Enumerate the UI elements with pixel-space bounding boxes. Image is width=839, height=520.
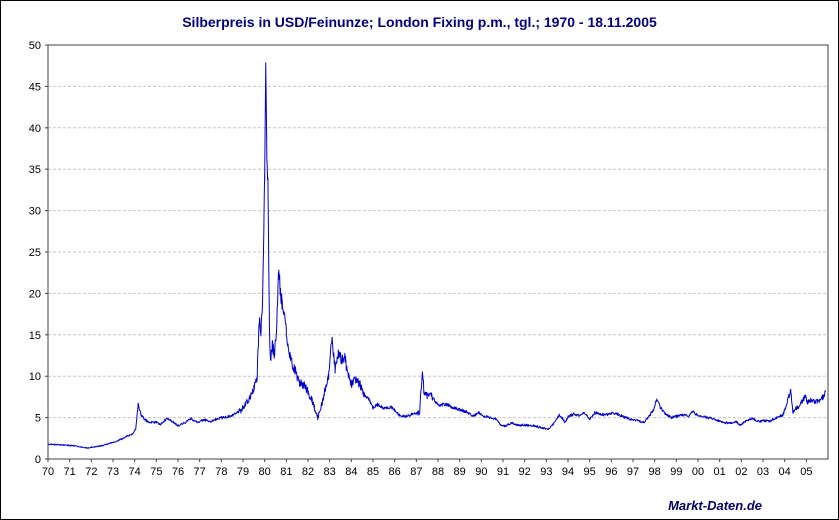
x-tick-label: 76 <box>172 466 184 478</box>
x-tick-label: 05 <box>800 466 812 478</box>
y-tick-label: 40 <box>29 123 41 135</box>
x-tick-label: 77 <box>194 466 206 478</box>
x-tick-label: 88 <box>432 466 444 478</box>
x-tick-label: 75 <box>150 466 162 478</box>
x-tick-label: 97 <box>627 466 639 478</box>
y-tick-label: 30 <box>29 206 41 218</box>
x-tick-label: 02 <box>735 466 747 478</box>
silver-price-line <box>47 62 826 449</box>
x-tick-label: 74 <box>129 466 141 478</box>
y-tick-label: 35 <box>29 164 41 176</box>
x-tick-label: 71 <box>64 466 76 478</box>
x-tick-label: 78 <box>215 466 227 478</box>
x-tick-label: 95 <box>584 466 596 478</box>
x-tick-label: 98 <box>649 466 661 478</box>
y-tick-label: 25 <box>29 247 41 259</box>
x-tick-label: 01 <box>714 466 726 478</box>
x-tick-label: 92 <box>519 466 531 478</box>
x-tick-label: 83 <box>324 466 336 478</box>
x-tick-label: 72 <box>85 466 97 478</box>
y-tick-label: 45 <box>29 81 41 93</box>
y-tick-label: 10 <box>29 371 41 383</box>
x-tick-label: 89 <box>454 466 466 478</box>
x-tick-label: 86 <box>389 466 401 478</box>
x-tick-label: 70 <box>42 466 54 478</box>
x-tick-label: 84 <box>345 466 357 478</box>
x-tick-label: 96 <box>605 466 617 478</box>
x-tick-label: 73 <box>107 466 119 478</box>
x-tick-label: 80 <box>259 466 271 478</box>
y-tick-label: 50 <box>29 40 41 52</box>
x-tick-label: 93 <box>540 466 552 478</box>
x-tick-label: 90 <box>475 466 487 478</box>
chart-title: Silberpreis in USD/Feinunze; London Fixi… <box>182 14 657 30</box>
x-tick-label: 87 <box>410 466 422 478</box>
x-tick-label: 04 <box>779 466 791 478</box>
source-watermark: Markt-Daten.de <box>668 498 762 513</box>
x-tick-label: 82 <box>302 466 314 478</box>
x-tick-label: 03 <box>757 466 769 478</box>
x-tick-label: 79 <box>237 466 249 478</box>
y-tick-label: 0 <box>35 454 41 466</box>
x-tick-label: 00 <box>692 466 704 478</box>
x-tick-label: 81 <box>280 466 292 478</box>
y-tick-label: 5 <box>35 413 41 425</box>
y-tick-label: 20 <box>29 288 41 300</box>
x-tick-label: 94 <box>562 466 574 478</box>
x-tick-label: 99 <box>670 466 682 478</box>
y-tick-label: 15 <box>29 330 41 342</box>
x-tick-label: 91 <box>497 466 509 478</box>
x-tick-label: 85 <box>367 466 379 478</box>
